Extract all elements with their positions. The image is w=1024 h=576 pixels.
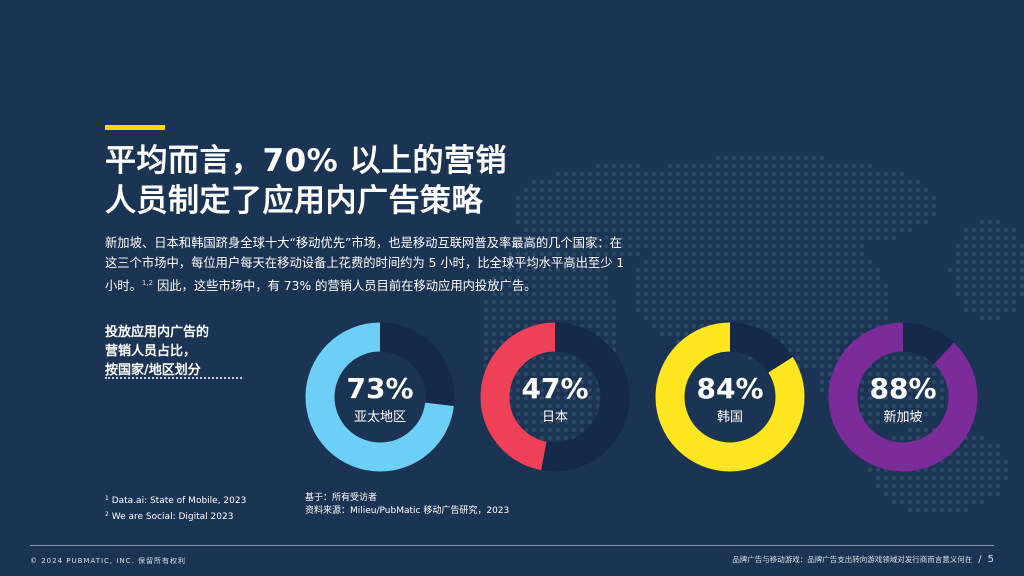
- footnote-ref: 1,2: [141, 279, 154, 287]
- copyright: © 2024 PUBMATIC, INC. 保留所有权利: [30, 557, 187, 565]
- donut-category-label: 韩国: [717, 410, 743, 425]
- intro-text-continued: 因此，这些市场中，有 73% 的营销人员目前在移动应用内投放广告。: [153, 279, 537, 293]
- page-number: 5: [987, 554, 994, 565]
- donut-3: 84% 韩国: [655, 322, 805, 472]
- footer-separator: /: [978, 554, 982, 565]
- footer-divider: [30, 545, 994, 546]
- donut-value-arc: [828, 322, 978, 472]
- donut-4: 88% 新加坡: [828, 322, 978, 472]
- donut-value-label: 73%: [346, 372, 413, 405]
- donut-2: 47% 日本: [480, 322, 630, 472]
- donut-value-label: 84%: [696, 372, 763, 405]
- footnote-2-number: 2: [105, 511, 109, 518]
- footnote-1: 1 Data.ai: State of Mobile, 2023: [105, 492, 246, 508]
- dotted-divider: [105, 377, 242, 379]
- footnote-1-number: 1: [105, 495, 109, 502]
- donut-value-arc: [480, 322, 630, 472]
- chart-caption-line-3: 按国家/地区划分: [105, 363, 201, 378]
- title-line-2: 人员制定了应用内广告策略: [105, 183, 483, 219]
- intro-paragraph: 新加坡、日本和韩国跻身全球十大“移动优先”市场，也是移动互联网普及率最高的几个国…: [105, 233, 625, 296]
- chart-caption-line-1: 投放应用内广告的: [105, 325, 210, 340]
- chart-caption: 投放应用内广告的 营销人员占比， 按国家/地区划分: [105, 323, 255, 380]
- world-map-background: [483, 155, 1024, 513]
- title-line-1: 平均而言，70% 以上的营销: [105, 143, 507, 179]
- donut-category-label: 亚太地区: [354, 410, 406, 425]
- base-note: 基于：所有受访者: [305, 493, 378, 503]
- doc-title: 品牌广告与移动游戏：品牌广告支出转向游戏领域对发行商而言意义何在: [732, 555, 973, 564]
- source-note: 资料来源：Milieu/PubMatic 移动广告研究，2023: [305, 506, 510, 516]
- footnote-1-text: Data.ai: State of Mobile, 2023: [111, 496, 247, 506]
- footnotes: 1 Data.ai: State of Mobile, 2023 2 We ar…: [105, 492, 246, 524]
- donut-value-label: 88%: [869, 372, 936, 405]
- donut-category-label: 日本: [542, 410, 568, 425]
- page-title: 平均而言，70% 以上的营销 人员制定了应用内广告策略: [105, 141, 565, 221]
- donut-category-label: 新加坡: [883, 409, 922, 425]
- donut-1: 73% 亚太地区: [305, 322, 455, 472]
- footnote-2: 2 We are Social: Digital 2023: [105, 508, 246, 524]
- donut-value-arc: [305, 322, 455, 472]
- intro-text: 新加坡、日本和韩国跻身全球十大“移动优先”市场，也是移动互联网普及率最高的几个国…: [105, 236, 625, 293]
- sources: 基于：所有受访者 资料来源：Milieu/PubMatic 移动广告研究，202…: [305, 492, 509, 518]
- footer-doc-info: 品牌广告与移动游戏：品牌广告支出转向游戏领域对发行商而言意义何在 / 5: [732, 554, 994, 565]
- donut-value-label: 47%: [521, 372, 588, 405]
- accent-bar: [105, 125, 165, 130]
- world-map-dots: [483, 155, 1024, 513]
- chart-caption-line-2: 营销人员占比，: [105, 344, 197, 359]
- donut-value-arc: [655, 322, 805, 472]
- footnote-2-text: We are Social: Digital 2023: [111, 512, 234, 522]
